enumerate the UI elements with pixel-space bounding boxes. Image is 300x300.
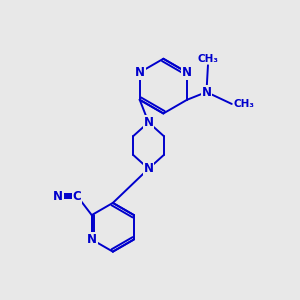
Text: N: N <box>143 162 154 175</box>
Text: N: N <box>87 233 97 246</box>
Text: N: N <box>53 190 63 202</box>
Text: CH₃: CH₃ <box>233 99 254 109</box>
Text: N: N <box>143 116 154 129</box>
Text: N: N <box>182 66 192 79</box>
Text: CH₃: CH₃ <box>197 54 218 64</box>
Text: C: C <box>73 190 82 202</box>
Text: N: N <box>135 66 145 79</box>
Text: N: N <box>202 85 212 98</box>
